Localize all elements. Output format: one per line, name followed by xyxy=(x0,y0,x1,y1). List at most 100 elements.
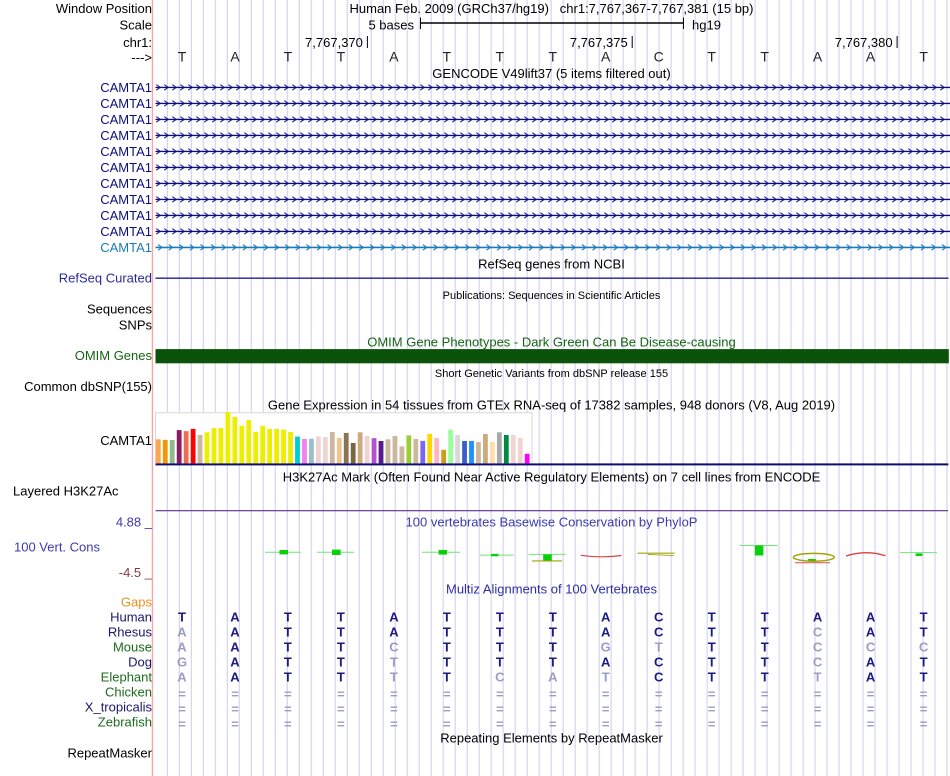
svg-text:T: T xyxy=(708,610,716,625)
svg-text:C: C xyxy=(654,655,664,670)
svg-text:T: T xyxy=(549,610,557,625)
svg-text:=: = xyxy=(549,687,557,702)
svg-text:T: T xyxy=(602,670,610,685)
svg-text:T: T xyxy=(443,610,451,625)
svg-text:A: A xyxy=(230,670,240,685)
svg-text:T: T xyxy=(178,48,187,64)
svg-text:Gene Expression in 54 tissues: Gene Expression in 54 tissues from GTEx … xyxy=(268,398,835,413)
svg-text:100 Vert. Cons: 100 Vert. Cons xyxy=(14,540,100,555)
svg-text:A: A xyxy=(389,48,399,64)
svg-text:CAMTA1: CAMTA1 xyxy=(100,128,152,143)
svg-text:T: T xyxy=(443,48,452,64)
svg-text:T: T xyxy=(919,48,928,64)
svg-text:=: = xyxy=(602,717,610,732)
svg-text:=: = xyxy=(231,717,239,732)
svg-text:=: = xyxy=(655,717,663,732)
svg-text:A: A xyxy=(866,670,876,685)
svg-text:CAMTA1: CAMTA1 xyxy=(100,208,152,223)
svg-text:T: T xyxy=(337,670,345,685)
svg-text:C: C xyxy=(813,640,823,655)
svg-text:=: = xyxy=(655,687,663,702)
svg-text:=: = xyxy=(443,702,451,717)
svg-text:T: T xyxy=(337,640,345,655)
svg-text:RefSeq Curated: RefSeq Curated xyxy=(59,271,152,286)
svg-text:T: T xyxy=(549,48,558,64)
svg-text:=: = xyxy=(814,717,822,732)
svg-text:=: = xyxy=(390,717,398,732)
svg-text:hg19: hg19 xyxy=(692,18,721,33)
svg-text:A: A xyxy=(230,625,240,640)
svg-text:T: T xyxy=(337,610,345,625)
svg-text:A: A xyxy=(866,655,876,670)
svg-text:5 bases: 5 bases xyxy=(368,18,414,33)
svg-text:T: T xyxy=(496,48,505,64)
svg-text:A: A xyxy=(601,610,611,625)
svg-text:T: T xyxy=(284,670,292,685)
svg-text:T: T xyxy=(337,655,345,670)
svg-text:Dog: Dog xyxy=(128,655,152,670)
svg-text:A: A xyxy=(389,610,399,625)
svg-text:Elephant: Elephant xyxy=(101,670,153,685)
svg-text:GENCODE V49lift37 (5 items fil: GENCODE V49lift37 (5 items filtered out) xyxy=(432,66,670,81)
svg-text:CAMTA1: CAMTA1 xyxy=(100,192,152,207)
svg-text:CAMTA1: CAMTA1 xyxy=(100,112,152,127)
svg-text:G: G xyxy=(177,655,187,670)
svg-text:A: A xyxy=(548,670,558,685)
svg-text:T: T xyxy=(707,48,716,64)
svg-text:T: T xyxy=(814,670,822,685)
svg-text:A: A xyxy=(230,640,240,655)
svg-text:=: = xyxy=(284,717,292,732)
svg-text:=: = xyxy=(284,687,292,702)
svg-text:A: A xyxy=(177,625,187,640)
svg-text:Zebrafish: Zebrafish xyxy=(98,715,152,730)
svg-text:RefSeq genes from NCBI: RefSeq genes from NCBI xyxy=(478,257,625,272)
svg-text:T: T xyxy=(496,610,504,625)
svg-text:Rhesus: Rhesus xyxy=(108,625,153,640)
svg-text:T: T xyxy=(284,610,292,625)
svg-text:C: C xyxy=(813,655,823,670)
svg-text:--->: ---> xyxy=(131,50,152,65)
svg-text:T: T xyxy=(337,625,345,640)
svg-text:=: = xyxy=(390,687,398,702)
svg-text:CAMTA1: CAMTA1 xyxy=(100,224,152,239)
svg-text:=: = xyxy=(231,702,239,717)
svg-text:=: = xyxy=(390,702,398,717)
svg-text:chr1:: chr1: xyxy=(123,35,152,50)
svg-text:=: = xyxy=(443,717,451,732)
svg-text:T: T xyxy=(708,640,716,655)
svg-text:T: T xyxy=(443,655,451,670)
svg-text:=: = xyxy=(337,702,345,717)
svg-text:T: T xyxy=(549,655,557,670)
svg-text:=: = xyxy=(496,702,504,717)
svg-text:=: = xyxy=(867,702,875,717)
svg-text:T: T xyxy=(284,48,293,64)
svg-text:CAMTA1: CAMTA1 xyxy=(100,96,152,111)
svg-text:T: T xyxy=(443,625,451,640)
svg-text:=: = xyxy=(549,702,557,717)
svg-text:A: A xyxy=(177,670,187,685)
svg-text:C: C xyxy=(866,640,876,655)
svg-text:A: A xyxy=(177,640,187,655)
svg-text:T: T xyxy=(337,48,346,64)
svg-text:C: C xyxy=(654,610,664,625)
svg-text:A: A xyxy=(230,610,240,625)
svg-text:C: C xyxy=(813,625,823,640)
svg-text:A: A xyxy=(389,625,399,640)
svg-text:T: T xyxy=(443,670,451,685)
svg-text:=: = xyxy=(178,687,186,702)
svg-text:=: = xyxy=(708,702,716,717)
svg-text:C: C xyxy=(654,48,664,64)
svg-text:T: T xyxy=(496,655,504,670)
svg-text:Human: Human xyxy=(110,610,152,625)
svg-text:C: C xyxy=(654,670,664,685)
svg-text:Layered H3K27Ac: Layered H3K27Ac xyxy=(13,484,119,499)
svg-text:=: = xyxy=(761,687,769,702)
svg-text:Mouse: Mouse xyxy=(113,640,152,655)
svg-text:SNPs: SNPs xyxy=(119,317,153,332)
svg-text:T: T xyxy=(284,640,292,655)
svg-text:C: C xyxy=(919,640,929,655)
svg-text:T: T xyxy=(549,640,557,655)
svg-text:Multiz Alignments of 100 Verte: Multiz Alignments of 100 Vertebrates xyxy=(446,582,658,597)
svg-text:A: A xyxy=(813,48,823,64)
svg-text:C: C xyxy=(654,625,664,640)
